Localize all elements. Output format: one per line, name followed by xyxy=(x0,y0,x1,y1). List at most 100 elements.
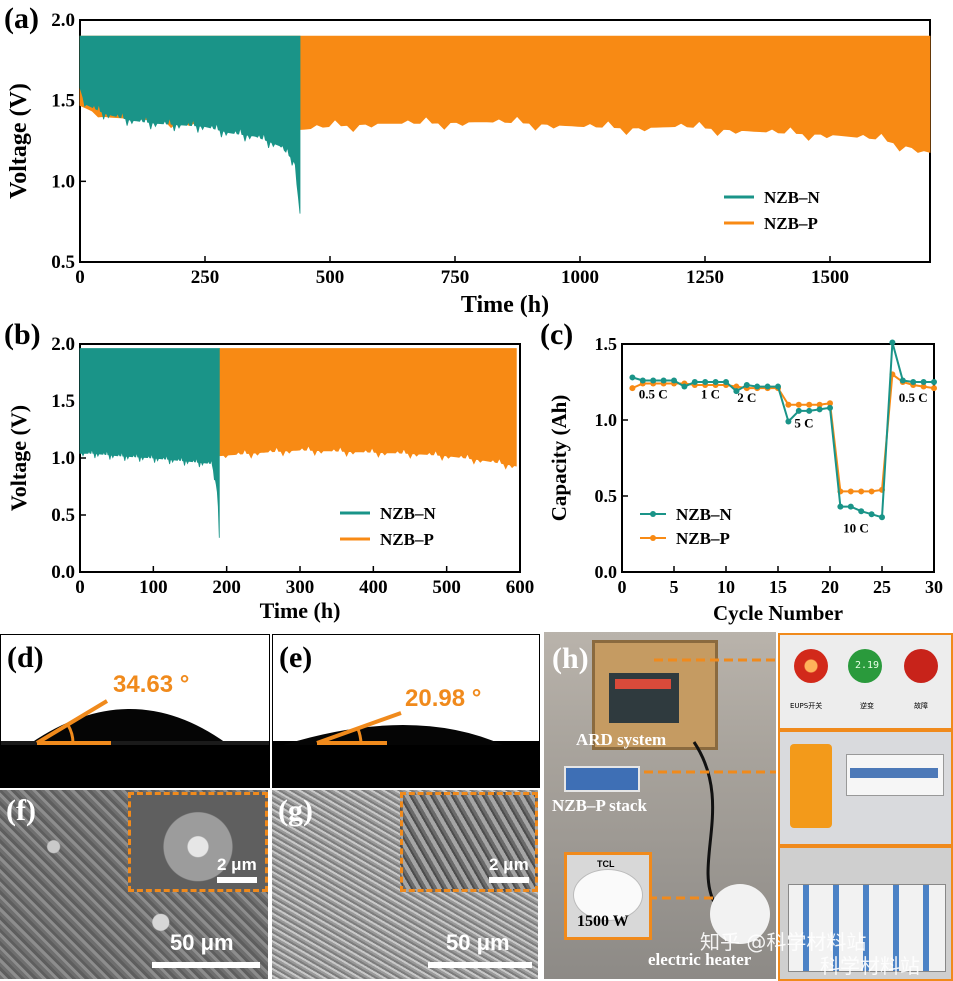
x-tick-label: 100 xyxy=(139,577,168,598)
legend-label: NZB–P xyxy=(676,529,730,548)
panel-label-e: (e) xyxy=(279,641,313,674)
data-point xyxy=(660,377,667,384)
x-tick-label: 10 xyxy=(717,577,735,597)
legend-label: NZB–P xyxy=(380,530,434,549)
panel-label-f: (f) xyxy=(6,794,36,827)
panel-label-h: (h) xyxy=(552,642,589,675)
x-tick-label: 0 xyxy=(618,577,627,597)
chart-a: 0 250 500 750 1000 1250 1500 0.5 1.0 1.5 2.0 Time (… xyxy=(6,10,931,318)
sem-image-g: (g) 2 μm 50 μm xyxy=(272,790,538,979)
x-tick-label: 400 xyxy=(359,577,388,598)
y-tick-label: 0.0 xyxy=(51,562,75,583)
y-tick-label: 0.0 xyxy=(595,562,618,582)
contact-angle-photo-d: (d) 34.63 ° xyxy=(0,634,270,788)
series-nzb-n-band xyxy=(79,348,220,538)
stack-label: NZB–P stack xyxy=(552,796,647,815)
legend-marker xyxy=(650,535,656,541)
data-point xyxy=(702,379,709,385)
x-tick-label: 500 xyxy=(432,577,461,598)
data-point xyxy=(764,383,771,390)
droplet-d xyxy=(1,699,269,787)
data-point xyxy=(806,401,813,408)
data-point xyxy=(785,418,792,425)
rate-annotation: 10 C xyxy=(843,520,869,535)
legend-label: NZB–N xyxy=(764,188,820,207)
panel-label-d: (d) xyxy=(7,641,44,674)
red-indicator-right xyxy=(904,649,938,683)
scale-bar-inset xyxy=(489,877,529,883)
heater-inset: TCL 1500 W xyxy=(564,852,652,940)
sem-inset-f: 2 μm xyxy=(128,792,268,892)
panel-label-b: (b) xyxy=(4,318,41,351)
x-tick-label: 0 xyxy=(75,577,85,598)
stack-inset xyxy=(778,846,953,981)
rate-annotation: 0.5 C xyxy=(639,387,668,402)
tangent-line xyxy=(316,711,402,745)
scale-text-main: 50 μm xyxy=(170,930,234,955)
y-tick-label: 1.5 xyxy=(51,91,75,112)
data-point xyxy=(879,514,885,521)
data-point xyxy=(847,488,854,495)
x-tick-label: 500 xyxy=(316,267,345,288)
data-point xyxy=(681,383,688,390)
data-point xyxy=(847,503,854,510)
y-tick-label: 1.0 xyxy=(51,171,75,192)
data-point xyxy=(671,377,677,384)
panel-label-c: (c) xyxy=(540,318,574,351)
y-axis-label: Voltage (V) xyxy=(6,405,31,511)
data-point xyxy=(806,407,813,414)
y-tick-label: 2.0 xyxy=(51,334,75,355)
data-point xyxy=(743,382,750,389)
data-point xyxy=(712,379,719,385)
legend-marker xyxy=(650,511,656,517)
legend-label: NZB–N xyxy=(380,504,436,523)
plot-frame xyxy=(621,343,935,573)
data-point xyxy=(931,379,937,385)
data-point xyxy=(691,379,698,385)
data-point xyxy=(920,383,927,390)
x-tick-label: 600 xyxy=(506,577,535,598)
x-tick-label: 1000 xyxy=(561,267,599,288)
x-tick-label: 5 xyxy=(670,577,679,597)
data-point xyxy=(920,379,927,385)
data-point xyxy=(899,377,906,384)
panel-label-a: (a) xyxy=(4,2,39,35)
x-tick-label: 750 xyxy=(441,267,470,288)
sem-image-f: (f) 2 μm 50 μm xyxy=(0,790,268,979)
series-nzb-n-band xyxy=(79,35,301,214)
heater-disk xyxy=(710,884,770,944)
x-axis-label: Cycle Number xyxy=(713,601,843,625)
scale-text-inset: 2 μm xyxy=(489,855,529,874)
nzb-stack xyxy=(564,766,640,792)
ard-label: ARD system xyxy=(576,730,667,749)
y-tick-label: 1.5 xyxy=(595,334,618,354)
data-point xyxy=(837,503,844,510)
contact-angle-photo-e: (e) 20.98 ° xyxy=(272,634,540,788)
x-tick-label: 250 xyxy=(191,267,220,288)
legend-label: NZB–N xyxy=(676,505,732,524)
data-point xyxy=(827,404,833,411)
y-axis-label: Capacity (Ah) xyxy=(547,395,571,522)
system-photo-h: (h) ARD system NZB–P stack TCL 1500 W el… xyxy=(544,632,776,979)
data-point xyxy=(733,383,740,390)
y-tick-label: 0.5 xyxy=(595,486,618,506)
data-point xyxy=(629,374,636,381)
data-point xyxy=(785,401,792,408)
legend-label: NZB–P xyxy=(764,214,818,233)
droplet-e xyxy=(273,711,539,787)
data-point xyxy=(639,377,646,384)
rate-annotation: 1 C xyxy=(701,387,720,402)
data-point xyxy=(868,488,875,495)
data-point xyxy=(754,383,761,390)
data-point xyxy=(858,508,865,515)
chart-c: 0 5 10 15 20 25 30 0.0 0.5 1.0 1.5 Cycle Number Capa… xyxy=(547,334,943,625)
scale-bar-main xyxy=(152,962,260,968)
data-point xyxy=(650,377,657,384)
chart-b: 0 100 200 300 400 500 600 0.0 0.5 1.0 1.5 2.0 Time (… xyxy=(6,334,535,623)
data-point xyxy=(816,401,823,408)
panel-label-g: (g) xyxy=(278,794,313,827)
x-tick-label: 1500 xyxy=(811,267,849,288)
data-point xyxy=(827,400,833,407)
x-tick-label: 25 xyxy=(873,577,891,597)
sem-inset-g: 2 μm xyxy=(400,792,538,892)
